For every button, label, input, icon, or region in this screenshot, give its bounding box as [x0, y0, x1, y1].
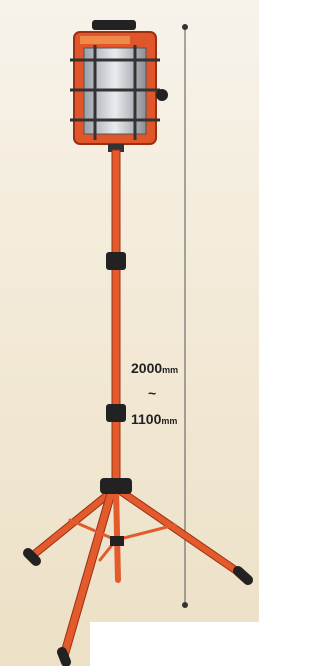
- max-value: 2000: [131, 360, 162, 376]
- max-unit: mm: [162, 365, 178, 375]
- separator: ~: [148, 385, 156, 401]
- product-image: 2000mm ~ 1100mm: [0, 0, 259, 666]
- min-value: 1100: [131, 411, 162, 427]
- min-unit: mm: [161, 416, 177, 426]
- label-cover: [90, 622, 259, 666]
- page: 2000mm ~ 1100mm (() => { const data = JS…: [0, 0, 259, 666]
- lamp-head: [70, 20, 168, 152]
